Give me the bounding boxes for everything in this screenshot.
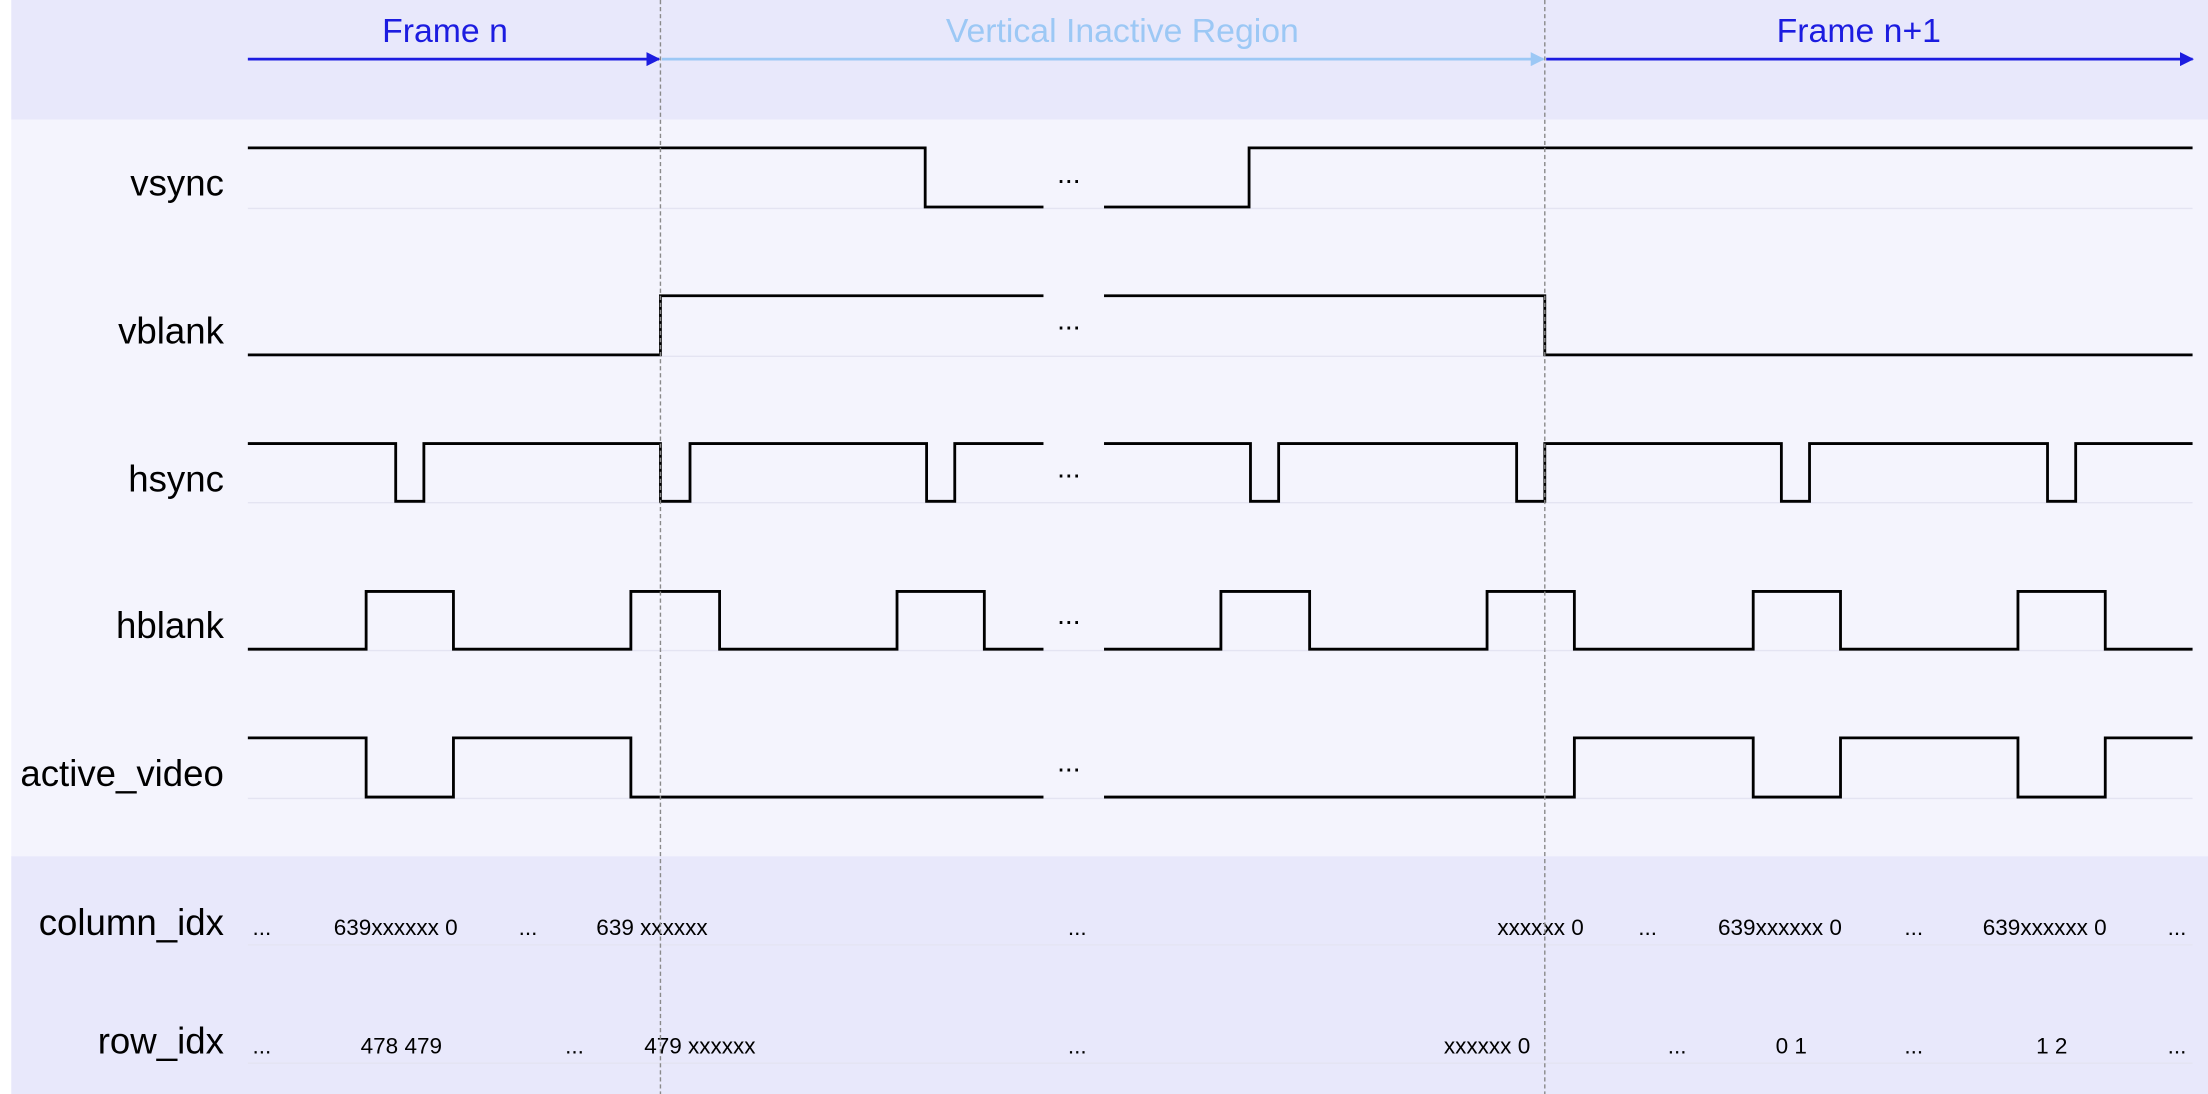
hsync-waveform [247,442,2193,503]
signal-label-vsync: vsync [130,163,224,204]
column-idx-value: xxxxxx 0 [1497,915,1583,940]
inactive-region-label: Vertical Inactive Region [946,12,1299,50]
column-idx-value: 639 xxxxxx [596,915,708,940]
row-idx-value: 479 xxxxxx [644,1033,756,1058]
index-band [11,856,2208,1094]
signal-label-hsync: hsync [128,458,224,499]
column-idx-value: ... [1638,915,1657,940]
gap-marker-hblank: ... [1057,599,1080,630]
gap-marker-active-video: ... [1057,747,1080,778]
active-video-waveform [247,736,2193,799]
row-idx-value: ... [1068,1033,1087,1058]
row-idx-value: 478 479 [361,1033,442,1058]
row-idx-value: ... [1904,1033,1923,1058]
signal-label-row-idx: row_idx [98,1020,224,1061]
row-idx-value: xxxxxx 0 [1444,1033,1530,1058]
column-idx-value: ... [1904,915,1923,940]
row-idx-value: 1 2 [2036,1033,2067,1058]
row-idx-values: ... 478 479 ... 479 xxxxxx ... xxxxxx 0 … [253,1033,2187,1058]
frame-n-label: Frame n [382,12,508,50]
vsync-waveform [247,146,2193,209]
hblank-waveform [247,590,2193,651]
column-idx-value: ... [1068,915,1087,940]
signal-label-hblank: hblank [116,605,225,646]
signal-label-vblank: vblank [118,311,225,352]
signal-label-column-idx: column_idx [39,902,224,943]
column-idx-value: ... [253,915,272,940]
row-idx-value: ... [1668,1033,1687,1058]
column-idx-value: 639xxxxxx 0 [334,915,458,940]
signal-panel [11,119,2208,857]
row-idx-value: ... [2168,1033,2187,1058]
column-idx-value: 639xxxxxx 0 [1983,915,2107,940]
gap-marker-vblank: ... [1057,305,1080,336]
column-idx-value: 639xxxxxx 0 [1718,915,1842,940]
gap-marker-vsync: ... [1057,158,1080,189]
column-idx-value: ... [519,915,538,940]
row-idx-value: ... [253,1033,272,1058]
row-idx-value: 0 1 [1776,1033,1807,1058]
column-idx-value: ... [2168,915,2187,940]
frame-n1-label: Frame n+1 [1777,12,1941,50]
gap-marker-hsync: ... [1057,452,1080,483]
column-idx-values: ... 639xxxxxx 0 ... 639 xxxxxx ... xxxxx… [253,915,2187,940]
row-idx-value: ... [565,1033,584,1058]
signal-label-active-video: active_video [20,753,224,794]
